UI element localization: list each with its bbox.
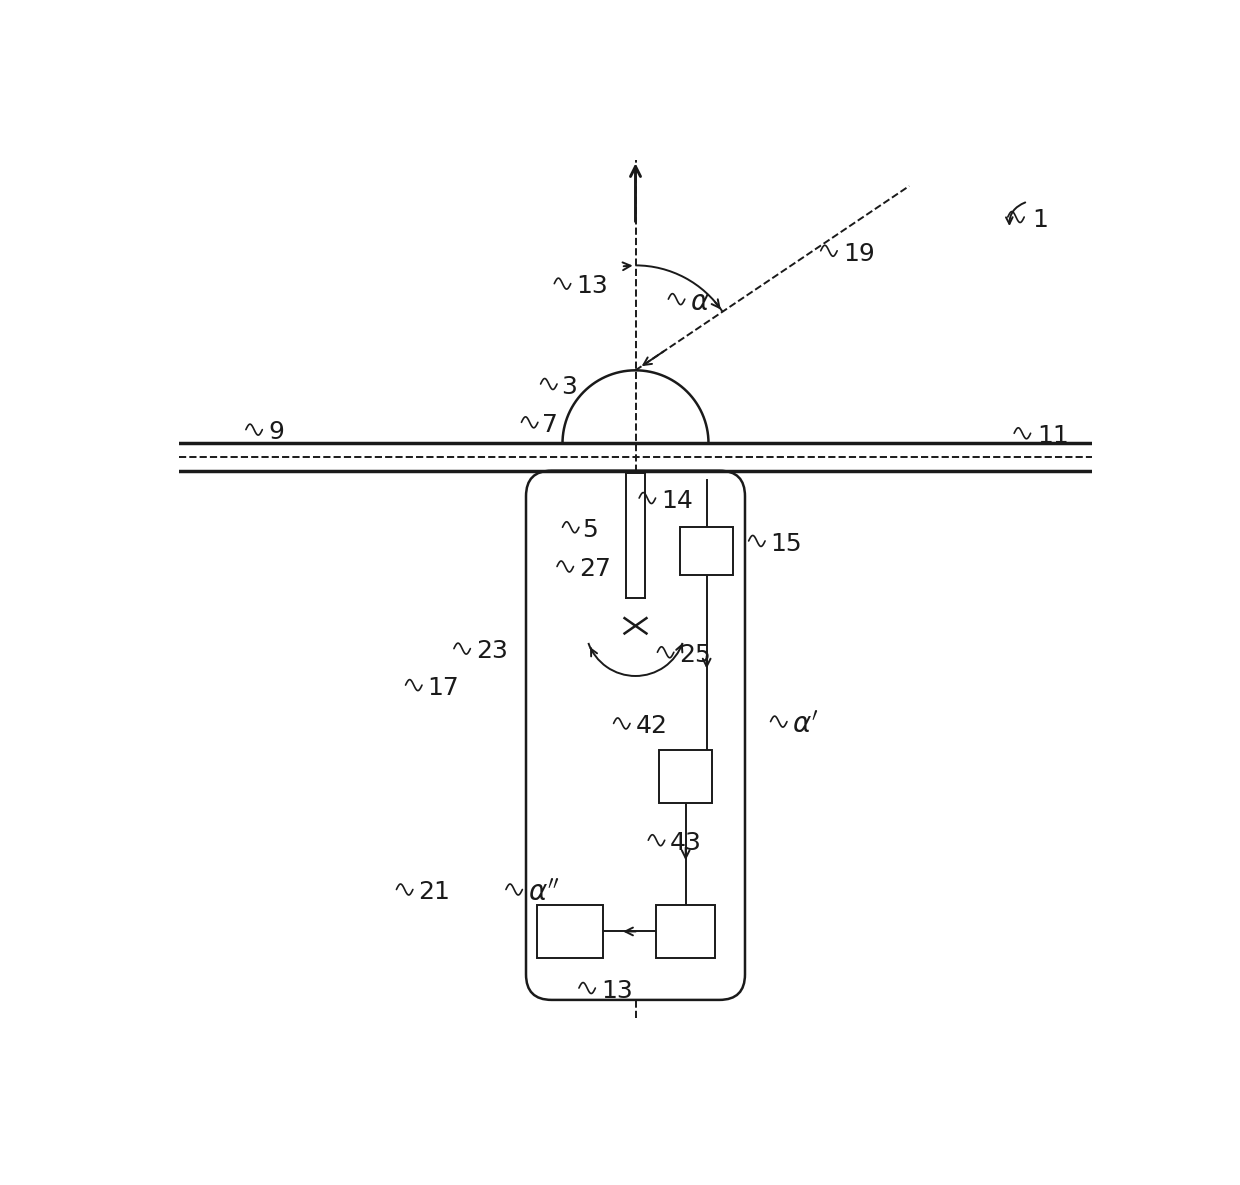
Text: 13: 13 (577, 275, 608, 299)
Text: 19: 19 (843, 242, 875, 265)
Text: 9: 9 (269, 421, 284, 444)
Text: 23: 23 (476, 640, 507, 664)
Text: 15: 15 (770, 532, 802, 556)
Text: 17: 17 (428, 675, 459, 700)
Text: 11: 11 (1037, 424, 1069, 448)
Text: 3: 3 (560, 374, 577, 398)
Bar (660, 750, 712, 802)
Text: 21: 21 (418, 880, 450, 904)
Text: 5: 5 (583, 518, 599, 542)
Text: 1: 1 (1033, 207, 1048, 232)
Text: 25: 25 (680, 643, 711, 667)
Text: 42: 42 (635, 715, 667, 738)
Text: $\alpha$: $\alpha$ (691, 288, 711, 316)
Bar (681, 527, 733, 575)
Text: 43: 43 (670, 831, 702, 854)
Bar (537, 905, 603, 957)
Text: $\alpha''$: $\alpha''$ (528, 878, 560, 907)
Text: 14: 14 (661, 488, 693, 513)
Text: 7: 7 (542, 414, 558, 437)
Text: $\alpha'$: $\alpha'$ (792, 710, 820, 738)
Bar (656, 905, 715, 957)
Text: 13: 13 (601, 979, 632, 1003)
FancyBboxPatch shape (526, 470, 745, 1000)
Text: 27: 27 (579, 557, 611, 581)
